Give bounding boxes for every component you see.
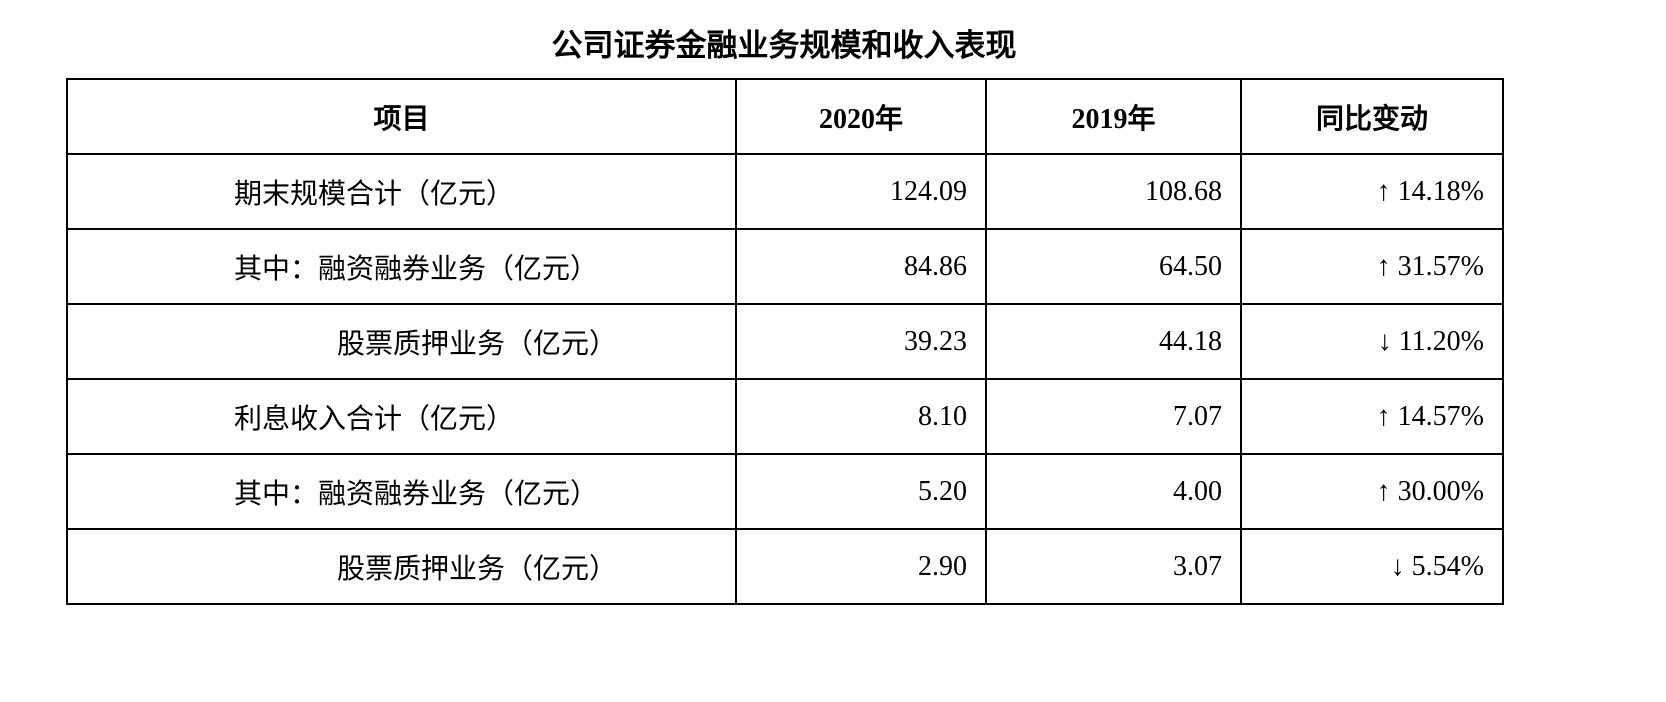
item-cell: 其中：融资融券业务（亿元） <box>66 453 737 530</box>
table-row: 其中：融资融券业务（亿元） 84.86 64.50 ↑ 31.57% <box>66 228 1504 305</box>
value-cell: 124.09 <box>735 153 987 230</box>
item-cell: 股票质押业务（亿元） <box>66 528 737 605</box>
item-cell: 利息收入合计（亿元） <box>66 378 737 455</box>
table-row: 其中：融资融券业务（亿元） 5.20 4.00 ↑ 30.00% <box>66 453 1504 530</box>
item-cell: 其中：融资融券业务（亿元） <box>66 228 737 305</box>
item-cell: 股票质押业务（亿元） <box>66 303 737 380</box>
table-row: 利息收入合计（亿元） 8.10 7.07 ↑ 14.57% <box>66 378 1504 455</box>
table: 项目 2020年 2019年 同比变动 期末规模合计（亿元） 124.09 108.68 ↑… <box>66 78 1504 605</box>
value-cell: 64.50 <box>985 228 1242 305</box>
header-cell: 2020年 <box>735 78 987 155</box>
value-cell: 5.20 <box>735 453 987 530</box>
value-cell: ↑ 30.00% <box>1240 453 1504 530</box>
value-cell: 7.07 <box>985 378 1242 455</box>
value-cell: 4.00 <box>985 453 1242 530</box>
table-body: 期末规模合计（亿元） 124.09 108.68 ↑ 14.18% 其中：融资融券业务（… <box>66 153 1504 605</box>
item-cell: 期末规模合计（亿元） <box>66 153 737 230</box>
value-cell: ↑ 14.57% <box>1240 378 1504 455</box>
header-cell: 同比变动 <box>1240 78 1504 155</box>
value-cell: ↓ 11.20% <box>1240 303 1504 380</box>
table-row: 股票质押业务（亿元） 2.90 3.07 ↓ 5.54% <box>66 528 1504 605</box>
value-cell: ↑ 31.57% <box>1240 228 1504 305</box>
value-cell: ↓ 5.54% <box>1240 528 1504 605</box>
table-title: 公司证券金融业务规模和收入表现 <box>551 28 1017 63</box>
table-row: 期末规模合计（亿元） 124.09 108.68 ↑ 14.18% <box>66 153 1504 230</box>
value-cell: 8.10 <box>735 378 987 455</box>
value-cell: 39.23 <box>735 303 987 380</box>
header-cell: 项目 <box>66 78 737 155</box>
value-cell: 84.86 <box>735 228 987 305</box>
value-cell: 108.68 <box>985 153 1242 230</box>
header-cell: 2019年 <box>985 78 1242 155</box>
value-cell: ↑ 14.18% <box>1240 153 1504 230</box>
table-row: 股票质押业务（亿元） 39.23 44.18 ↓ 11.20% <box>66 303 1504 380</box>
value-cell: 2.90 <box>735 528 987 605</box>
header-row: 项目 2020年 2019年 同比变动 <box>66 78 1504 155</box>
value-cell: 3.07 <box>985 528 1242 605</box>
value-cell: 44.18 <box>985 303 1242 380</box>
